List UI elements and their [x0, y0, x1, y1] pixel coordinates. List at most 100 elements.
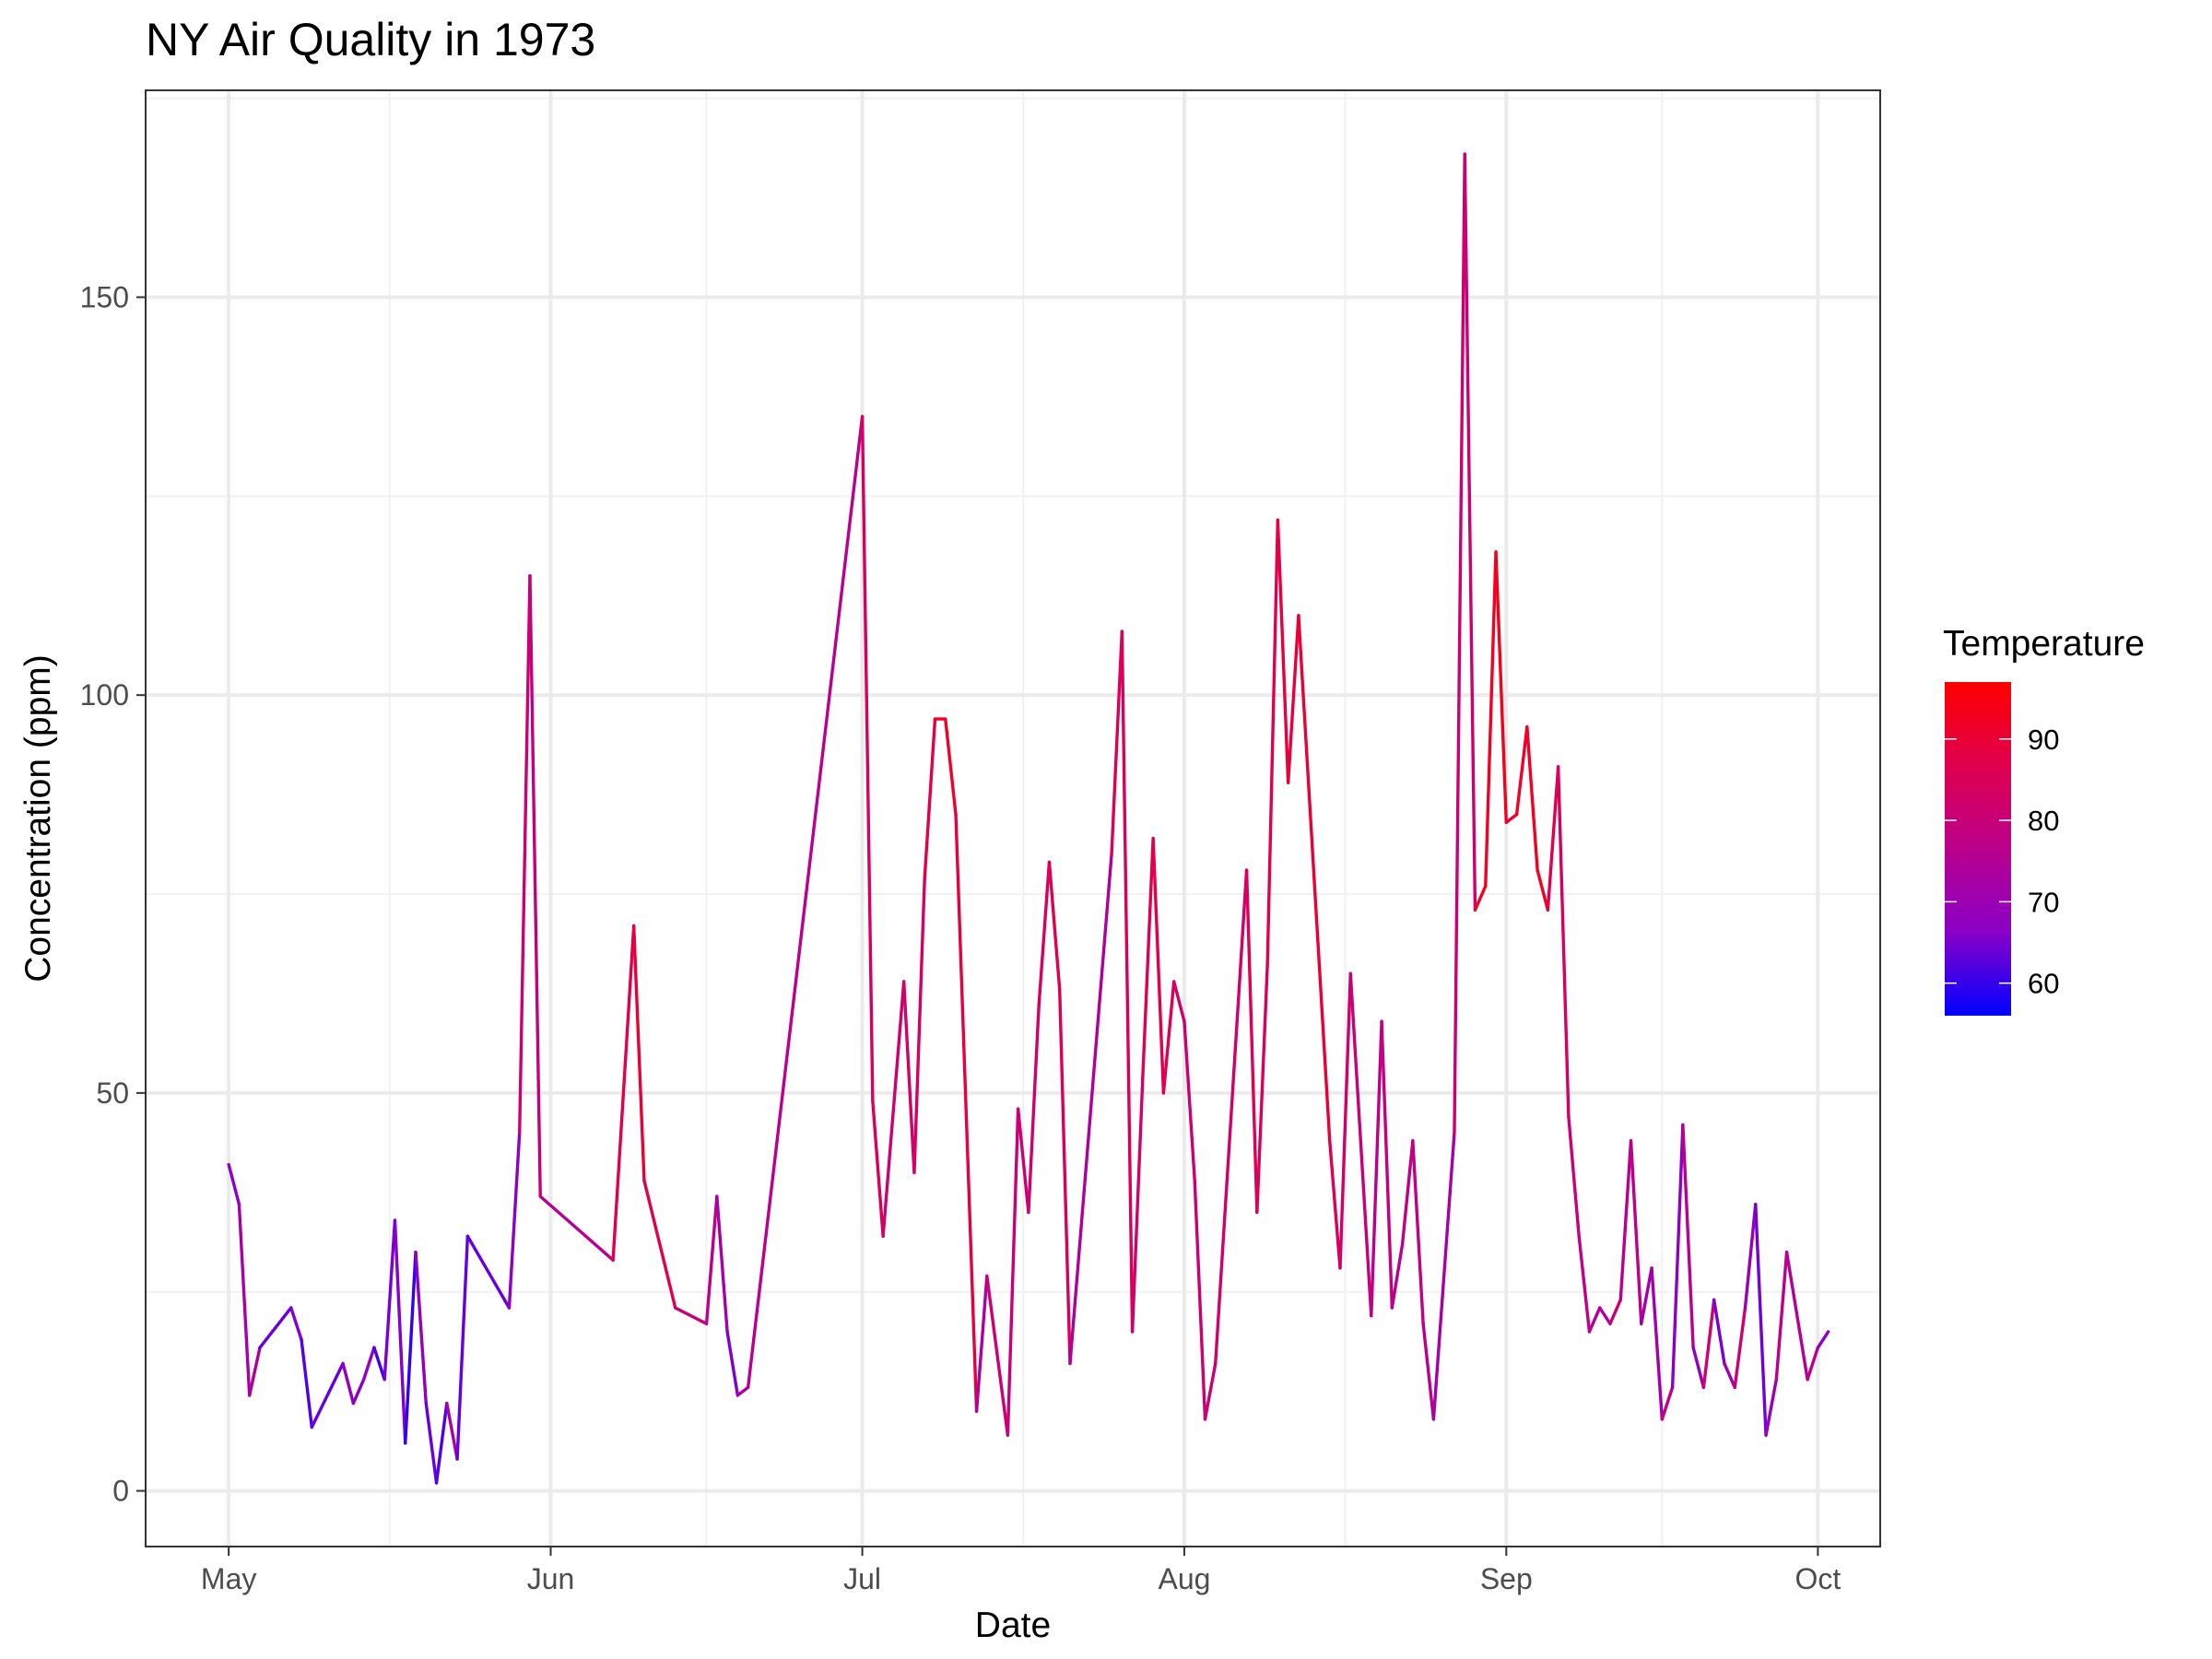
series-line-segment: [1514, 725, 1529, 817]
legend-ticks: 60 70 80 90: [1945, 724, 2059, 1000]
series-line-segment: [404, 1250, 418, 1445]
legend-tick-label: 60: [2028, 968, 2059, 1000]
series-line-segment: [1546, 765, 1560, 912]
series-line-segment: [528, 573, 542, 1198]
series-line-segment: [954, 812, 979, 1413]
series-line-segment: [351, 1377, 366, 1406]
series-line-segment: [881, 980, 906, 1238]
series-line-segment: [1754, 1203, 1768, 1437]
series-line-segment: [725, 1330, 740, 1397]
series-line-segment: [1774, 1250, 1789, 1382]
series-line-segment: [1297, 614, 1332, 1143]
x-tick-label: Aug: [1158, 1562, 1210, 1595]
series-line-segment: [1421, 1322, 1436, 1421]
series-line-segment: [1681, 1123, 1695, 1349]
chart-title: NY Air Quality in 1973: [146, 14, 595, 65]
series-line-segment: [1712, 1298, 1726, 1366]
series-line-segment: [901, 980, 916, 1174]
series-line-segment: [1411, 1138, 1425, 1325]
series-line-segment: [434, 1401, 449, 1485]
series-line-segment: [538, 1194, 615, 1262]
y-tick-label: 50: [96, 1077, 129, 1110]
series-line-segment: [1328, 1138, 1342, 1270]
series-line-segment: [1670, 1123, 1685, 1390]
legend-title: Temperature: [1943, 624, 2145, 664]
axis-layer: May Jun Jul Aug Sep Oct 0 50 100 150: [80, 280, 1841, 1595]
series-line-segment: [1691, 1346, 1706, 1390]
series-line-segment: [1203, 1361, 1218, 1421]
series-line-segment: [1016, 1107, 1030, 1215]
series-line-segment: [1037, 860, 1052, 1007]
series-line-segment: [310, 1361, 345, 1430]
x-axis-title: Date: [975, 1606, 1051, 1645]
legend-tick-label: 90: [2028, 724, 2059, 756]
series-line-segment: [1556, 765, 1571, 1119]
x-tick-label: May: [201, 1562, 256, 1595]
series-line-segment: [1265, 518, 1280, 968]
series-line-segment: [642, 1179, 677, 1310]
series-line-segment: [746, 415, 865, 1390]
series-line-segment: [1587, 1306, 1602, 1334]
series-line-segment: [611, 924, 636, 1262]
series-line-segment: [1214, 868, 1249, 1366]
series-line-segment: [871, 1099, 885, 1238]
series-line-segment: [1130, 1075, 1145, 1334]
series-line-segment: [1286, 614, 1300, 784]
series-line-segment: [1577, 1234, 1592, 1334]
series-line-segment: [1640, 1266, 1653, 1325]
series-line-segment: [1525, 725, 1539, 872]
series-line-segment: [300, 1337, 314, 1430]
series-line-segment: [361, 1346, 376, 1382]
series-line-segment: [1723, 1361, 1736, 1390]
series-line-segment: [1463, 152, 1477, 912]
x-tick-label: Sep: [1480, 1562, 1533, 1595]
series-line-segment: [1806, 1346, 1820, 1382]
legend-tick-label: 80: [2028, 805, 2059, 837]
series-line-segment: [1193, 1179, 1207, 1421]
series-line-segment: [237, 1203, 252, 1397]
series-line-segment: [1244, 868, 1259, 1215]
series-line-segment: [1629, 1138, 1643, 1325]
legend-colorbar: [1945, 682, 2011, 1016]
series-line-segment: [1161, 980, 1176, 1095]
series-line-segment: [1743, 1203, 1758, 1310]
legend-tick-label: 70: [2028, 886, 2059, 918]
series-line-segment: [860, 415, 875, 1103]
series-line-segment: [1784, 1250, 1809, 1382]
series-line-segment: [1701, 1298, 1716, 1390]
series-line-segment: [445, 1401, 459, 1461]
series-line-segment: [1006, 1107, 1020, 1437]
series-line-segment: [289, 1306, 303, 1342]
y-tick-label: 150: [80, 280, 129, 313]
y-tick-label: 0: [112, 1475, 129, 1508]
series-line-segment: [1380, 1019, 1394, 1310]
series-line-segment: [372, 1346, 386, 1382]
series-line-segment: [507, 1131, 522, 1310]
series-line-segment: [393, 1218, 407, 1445]
panel-border: [145, 89, 1881, 1547]
series-line-segment: [1598, 1306, 1612, 1325]
series-line-segment: [1733, 1306, 1747, 1390]
series-line-segment: [735, 1385, 750, 1397]
series-line-segment: [1473, 884, 1488, 912]
series-line-segment: [1370, 1019, 1383, 1318]
series-line-segment: [1182, 1019, 1196, 1182]
series-line-segment: [1431, 1131, 1456, 1421]
series-line-segment: [1567, 1115, 1581, 1238]
series-line-segment: [715, 1194, 729, 1334]
series-line-segment: [944, 717, 958, 817]
series-line-segment: [1504, 812, 1519, 825]
series-line-segment: [974, 1274, 989, 1413]
grid-layer: [146, 90, 1880, 1547]
series-line-segment: [1171, 980, 1186, 1023]
series-line-segment: [414, 1250, 428, 1406]
series-line-segment: [923, 717, 937, 880]
series-line-segment: [1151, 836, 1166, 1095]
series-line-segment: [1255, 964, 1269, 1215]
series-line-segment: [1338, 971, 1352, 1270]
series-line-segment: [985, 1274, 1010, 1437]
series-line-segment: [631, 924, 646, 1182]
series-line-segment: [465, 1234, 512, 1310]
